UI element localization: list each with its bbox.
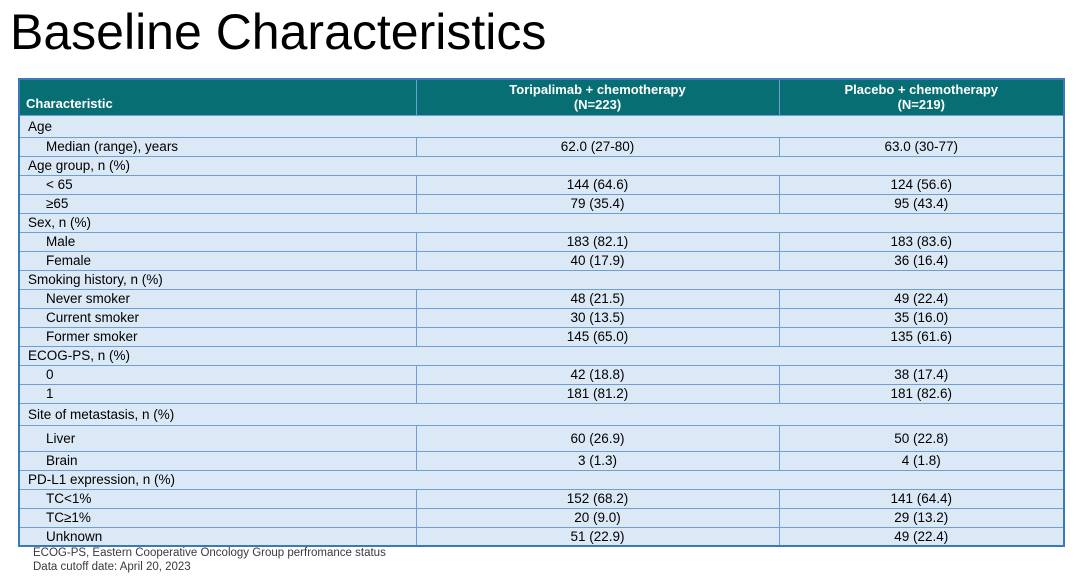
characteristic-label: Brain [18,450,417,471]
table-row: Unknown 51 (22.9) 49 (22.4) [18,526,1065,547]
table-row: Median (range), years 62.0 (27-80) 63.0 (3… [18,136,1065,157]
characteristic-label: 0 [18,364,417,385]
placebo-value: 49 (22.4) [778,288,1065,309]
toripalimab-value: 20 (9.0) [415,507,780,528]
placebo-value: 38 (17.4) [778,364,1065,385]
placebo-value: 181 (82.6) [778,383,1065,404]
characteristic-label: Liver [18,424,417,452]
table-row: Former smoker 145 (65.0) 135 (61.6) [18,326,1065,347]
column-header-toripalimab: Toripalimab + chemotherapy (N=223) [415,78,780,116]
table-row: 1 181 (81.2) 181 (82.6) [18,383,1065,404]
table-row: Female 40 (17.9) 36 (16.4) [18,250,1065,271]
characteristic-label: ≥65 [18,193,417,214]
placebo-value: 4 (1.8) [778,450,1065,471]
placebo-value: 124 (56.6) [778,174,1065,195]
footnote-ecog-abbreviation: ECOG-PS, Eastern Cooperative Oncology Gr… [33,547,386,559]
footnote-data-cutoff: Data cutoff date: April 20, 2023 [33,561,191,573]
baseline-characteristics-table-container: Characteristic Toripalimab + chemotherap… [18,78,1065,547]
column-header-toripalimab-name: Toripalimab + chemotherapy [509,82,686,98]
table-row: 0 42 (18.8) 38 (17.4) [18,364,1065,385]
table-row: Male 183 (82.1) 183 (83.6) [18,231,1065,252]
characteristic-label: TC≥1% [18,507,417,528]
category-row: PD-L1 expression, n (%) [18,469,1065,490]
category-label: Age group, n (%) [18,155,1065,176]
category-label: Sex, n (%) [18,212,1065,233]
table-row: TC≥1% 20 (9.0) 29 (13.2) [18,507,1065,528]
category-label: ECOG-PS, n (%) [18,345,1065,366]
characteristic-label: Current smoker [18,307,417,328]
table-row: < 65 144 (64.6) 124 (56.6) [18,174,1065,195]
placebo-value: 49 (22.4) [778,526,1065,547]
category-row: Site of metastasis, n (%) [18,402,1065,426]
table-header-row: Characteristic Toripalimab + chemotherap… [18,78,1065,116]
placebo-value: 35 (16.0) [778,307,1065,328]
table-row: ≥65 79 (35.4) 95 (43.4) [18,193,1065,214]
placebo-value: 183 (83.6) [778,231,1065,252]
placebo-value: 63.0 (30-77) [778,136,1065,157]
characteristic-label: Female [18,250,417,271]
toripalimab-value: 42 (18.8) [415,364,780,385]
toripalimab-value: 152 (68.2) [415,488,780,509]
table-row: TC<1% 152 (68.2) 141 (64.4) [18,488,1065,509]
characteristic-label: Male [18,231,417,252]
toripalimab-value: 40 (17.9) [415,250,780,271]
placebo-value: 50 (22.8) [778,424,1065,452]
toripalimab-value: 62.0 (27-80) [415,136,780,157]
toripalimab-value: 60 (26.9) [415,424,780,452]
placebo-value: 141 (64.4) [778,488,1065,509]
toripalimab-value: 30 (13.5) [415,307,780,328]
table-row: Brain 3 (1.3) 4 (1.8) [18,450,1065,471]
category-label: Site of metastasis, n (%) [18,402,1065,426]
column-header-placebo-name: Placebo + chemotherapy [844,82,999,98]
category-row: ECOG-PS, n (%) [18,345,1065,366]
column-header-placebo-n: (N=219) [897,97,945,113]
placebo-value: 135 (61.6) [778,326,1065,347]
column-header-characteristic: Characteristic [18,78,417,116]
category-label: PD-L1 expression, n (%) [18,469,1065,490]
toripalimab-value: 79 (35.4) [415,193,780,214]
page-title: Baseline Characteristics [10,4,547,60]
baseline-characteristics-table: Characteristic Toripalimab + chemotherap… [18,78,1065,547]
placebo-value: 36 (16.4) [778,250,1065,271]
characteristic-label: 1 [18,383,417,404]
category-label: Age [18,114,1065,138]
category-row: Smoking history, n (%) [18,269,1065,290]
characteristic-label: < 65 [18,174,417,195]
table-row: Current smoker 30 (13.5) 35 (16.0) [18,307,1065,328]
toripalimab-value: 51 (22.9) [415,526,780,547]
toripalimab-value: 183 (82.1) [415,231,780,252]
characteristic-label: Unknown [18,526,417,547]
table-row: Never smoker 48 (21.5) 49 (22.4) [18,288,1065,309]
category-row: Age group, n (%) [18,155,1065,176]
toripalimab-value: 145 (65.0) [415,326,780,347]
footnotes: ECOG-PS, Eastern Cooperative Oncology Gr… [33,546,386,574]
toripalimab-value: 48 (21.5) [415,288,780,309]
characteristic-label: Median (range), years [18,136,417,157]
column-header-toripalimab-n: (N=223) [573,97,622,113]
toripalimab-value: 144 (64.6) [415,174,780,195]
category-label: Smoking history, n (%) [18,269,1065,290]
characteristic-label: Never smoker [18,288,417,309]
column-header-placebo: Placebo + chemotherapy (N=219) [778,78,1065,116]
toripalimab-value: 181 (81.2) [415,383,780,404]
placebo-value: 29 (13.2) [778,507,1065,528]
toripalimab-value: 3 (1.3) [415,450,780,471]
table-row: Liver 60 (26.9) 50 (22.8) [18,424,1065,452]
characteristic-label: Former smoker [18,326,417,347]
characteristic-label: TC<1% [18,488,417,509]
category-row: Sex, n (%) [18,212,1065,233]
placebo-value: 95 (43.4) [778,193,1065,214]
category-row: Age [18,114,1065,138]
